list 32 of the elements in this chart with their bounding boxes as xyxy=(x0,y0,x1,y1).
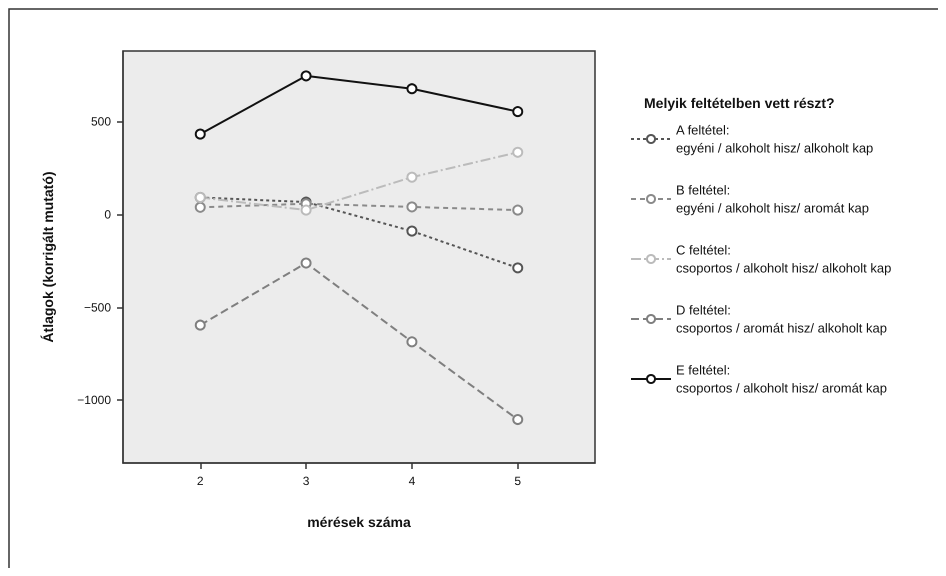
point xyxy=(406,201,418,212)
y-tick-label: 0 xyxy=(104,207,112,222)
point xyxy=(512,414,524,426)
point xyxy=(512,262,524,274)
legend-label: B feltétel: egyéni / alkoholt hisz/ aromát kap xyxy=(676,182,869,216)
x-tick-label: 5 xyxy=(514,474,522,488)
y-tick-label: 500 xyxy=(90,114,112,128)
point xyxy=(406,226,418,237)
point xyxy=(194,320,206,331)
y-tick-label: −500 xyxy=(84,300,112,314)
legend-label: A feltétel: egyéni / alkoholt hisz/ alkoholt kap xyxy=(676,122,874,156)
x-axis-title: mérések száma xyxy=(307,514,411,530)
legend-label: E feltétel: csoportos / alkoholt hisz/ aromát kap xyxy=(676,362,887,396)
point xyxy=(512,146,524,158)
x-tick-label: 3 xyxy=(302,474,310,488)
point xyxy=(406,83,418,94)
x-tick-label: 4 xyxy=(408,474,416,488)
point xyxy=(300,204,312,216)
point xyxy=(300,258,312,269)
point xyxy=(512,106,524,118)
point xyxy=(300,70,312,82)
point xyxy=(512,204,524,216)
point xyxy=(194,128,206,140)
legend-label: D feltétel: csoportos / aromát hisz/ alkoholt kap xyxy=(676,302,887,336)
y-axis-title: Átlagok (korrigált mutató) xyxy=(40,171,56,343)
legend-label: C feltétel: csoportos / alkoholt hisz/ alkoholt kap xyxy=(676,242,892,276)
legend-title: Melyik feltételben vett részt? xyxy=(644,95,835,111)
point xyxy=(406,336,418,348)
point xyxy=(194,202,206,213)
point xyxy=(406,172,418,183)
y-tick-label: −1000 xyxy=(77,393,112,408)
x-tick-label: 2 xyxy=(196,474,204,488)
